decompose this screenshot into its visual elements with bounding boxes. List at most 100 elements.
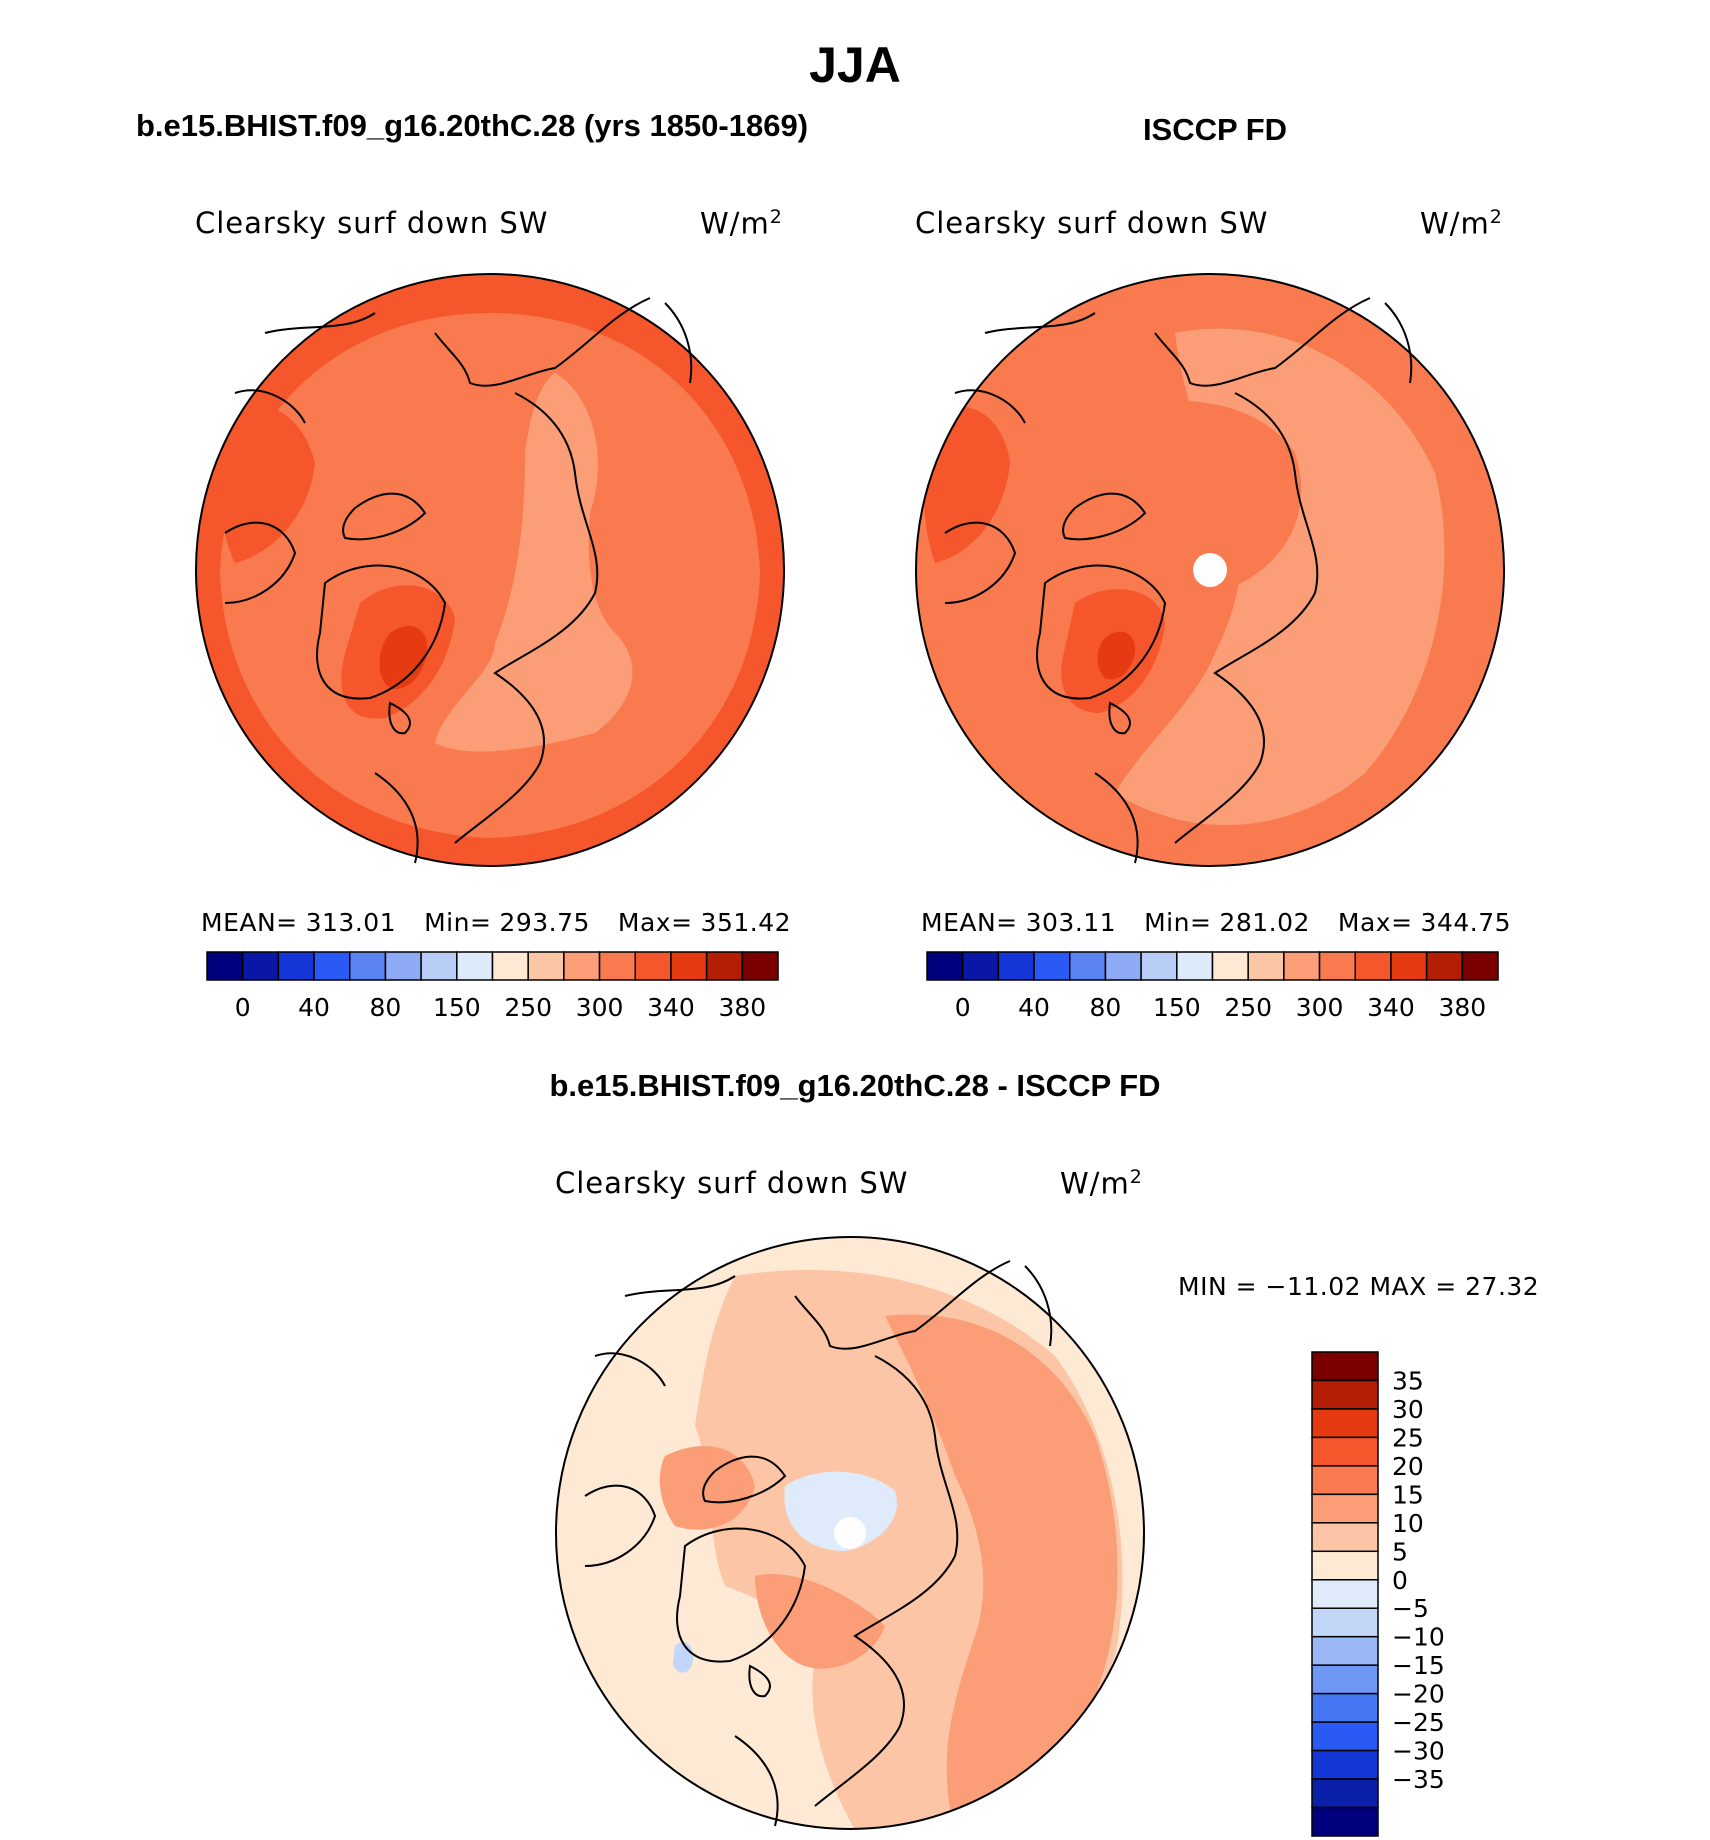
obs-panel-header: ISCCP FD bbox=[1142, 112, 1288, 147]
model-units-label: W/m2 bbox=[700, 206, 783, 241]
obs-units-label: W/m2 bbox=[1420, 206, 1503, 241]
difference-colorbar-segment bbox=[1311, 1493, 1379, 1524]
model-colorbar-segment bbox=[670, 951, 708, 981]
difference-colorbar-tick: −30 bbox=[1392, 1737, 1445, 1766]
difference-colorbar-tick: 20 bbox=[1392, 1452, 1424, 1481]
model-colorbar-segment bbox=[384, 951, 422, 981]
difference-colorbar-segment bbox=[1311, 1351, 1379, 1382]
diff-field-archipelago bbox=[659, 1446, 755, 1530]
difference-colorbar-segment bbox=[1311, 1806, 1379, 1837]
difference-colorbar-tick: 5 bbox=[1392, 1537, 1408, 1566]
difference-colorbar-segment bbox=[1311, 1692, 1379, 1723]
difference-colorbar-segment bbox=[1311, 1664, 1379, 1695]
diff-field-negative-patch bbox=[673, 1641, 694, 1673]
obs-colorbar-tick: 80 bbox=[1090, 993, 1122, 1022]
diff-field-positive-east bbox=[885, 1314, 1118, 1829]
model-colorbar-segment bbox=[527, 951, 565, 981]
model-colorbar-segment bbox=[206, 951, 244, 981]
model-colorbar-segment bbox=[741, 951, 779, 981]
obs-colorbar-segment bbox=[1461, 951, 1499, 981]
model-variable-label: Clearsky surf down SW bbox=[195, 206, 549, 240]
difference-colorbar-tick: −35 bbox=[1392, 1765, 1445, 1794]
difference-colorbar-tick: −15 bbox=[1392, 1651, 1445, 1680]
difference-colorbar-segment bbox=[1311, 1436, 1379, 1467]
model-colorbar-segment bbox=[420, 951, 458, 981]
obs-colorbar-segment bbox=[1354, 951, 1392, 981]
difference-units-label: W/m2 bbox=[1060, 1166, 1143, 1201]
obs-colorbar-tick: 150 bbox=[1153, 993, 1201, 1022]
obs-colorbar-tick: 40 bbox=[1018, 993, 1050, 1022]
model-colorbar-tick: 250 bbox=[504, 993, 552, 1022]
difference-minmax: MIN = −11.02 MAX = 27.32 bbox=[1178, 1272, 1540, 1301]
model-colorbar-segment bbox=[456, 951, 494, 981]
obs-colorbar-tick: 0 bbox=[955, 993, 971, 1022]
obs-colorbar-tick: 250 bbox=[1224, 993, 1272, 1022]
obs-colorbar-segment bbox=[1425, 951, 1464, 981]
model-colorbar-tick: 0 bbox=[235, 993, 251, 1022]
model-colorbar-segment bbox=[598, 951, 636, 981]
difference-colorbar-segment bbox=[1311, 1635, 1379, 1666]
obs-field-pole-core bbox=[1085, 400, 1302, 593]
difference-variable-label: Clearsky surf down SW bbox=[555, 1166, 909, 1200]
obs-colorbar-segment bbox=[997, 951, 1035, 981]
difference-colorbar-tick: 25 bbox=[1392, 1423, 1424, 1452]
difference-colorbar-segment bbox=[1311, 1550, 1379, 1581]
model-colorbar-tick: 340 bbox=[647, 993, 695, 1022]
model-colorbar-tick: 150 bbox=[433, 993, 481, 1022]
model-colorbar-tick: 40 bbox=[298, 993, 330, 1022]
obs-colorbar-segment bbox=[1390, 951, 1428, 981]
model-colorbar-tick: 80 bbox=[370, 993, 402, 1022]
obs-field-eurasia-light bbox=[1115, 328, 1445, 826]
diff-pole-hole bbox=[834, 1517, 866, 1549]
model-colorbar-segment bbox=[705, 951, 744, 981]
obs-colorbar-segment bbox=[926, 951, 964, 981]
difference-colorbar-tick: −20 bbox=[1392, 1680, 1445, 1709]
difference-colorbar-tick: 35 bbox=[1392, 1366, 1424, 1395]
diff-field-positive-patch bbox=[755, 1574, 885, 1669]
model-field-eurasia-light bbox=[435, 373, 633, 752]
obs-polar-map bbox=[915, 273, 1505, 867]
difference-colorbar-tick: 10 bbox=[1392, 1509, 1424, 1538]
difference-header: b.e15.BHIST.f09_g16.20thC.28 - ISCCP FD bbox=[549, 1068, 1161, 1103]
obs-colorbar-segment bbox=[961, 951, 1000, 981]
obs-colorbar: 0 40 80 150 250 300 340 380 bbox=[926, 951, 1499, 1022]
model-colorbar-segment bbox=[634, 951, 672, 981]
obs-colorbar-segment bbox=[1104, 951, 1142, 981]
model-field-greenland-peak bbox=[379, 625, 428, 689]
difference-colorbar-segment bbox=[1311, 1579, 1379, 1609]
obs-colorbar-segment bbox=[1211, 951, 1249, 981]
difference-colorbar-tick: −5 bbox=[1392, 1594, 1429, 1623]
obs-colorbar-segment bbox=[1283, 951, 1321, 981]
obs-colorbar-segment bbox=[1140, 951, 1178, 981]
difference-colorbar-tick: −25 bbox=[1392, 1708, 1445, 1737]
model-colorbar-segment bbox=[349, 951, 387, 981]
difference-polar-map bbox=[555, 1236, 1145, 1830]
difference-colorbar-tick: 15 bbox=[1392, 1480, 1424, 1509]
model-colorbar: 0 40 80 150 250 300 340 380 bbox=[206, 951, 779, 1022]
difference-colorbar-tick: 30 bbox=[1392, 1395, 1424, 1424]
obs-colorbar-tick: 380 bbox=[1438, 993, 1486, 1022]
main-title: JJA bbox=[809, 37, 901, 93]
difference-colorbar-segment bbox=[1311, 1749, 1379, 1780]
difference-colorbar-segment bbox=[1311, 1778, 1379, 1809]
diff-map-border bbox=[555, 1236, 1145, 1830]
difference-colorbar-segment bbox=[1311, 1379, 1379, 1410]
difference-colorbar-segment bbox=[1311, 1465, 1379, 1496]
difference-colorbar-segment bbox=[1311, 1721, 1379, 1752]
obs-colorbar-tick: 300 bbox=[1296, 993, 1344, 1022]
model-panel-header: b.e15.BHIST.f09_g16.20thC.28 (yrs 1850-1… bbox=[136, 108, 809, 143]
obs-colorbar-segment bbox=[1176, 951, 1214, 981]
obs-colorbar-segment bbox=[1069, 951, 1107, 981]
difference-colorbar-tick: 0 bbox=[1392, 1566, 1408, 1595]
difference-colorbar-segment bbox=[1311, 1522, 1379, 1553]
obs-colorbar-tick: 340 bbox=[1367, 993, 1415, 1022]
obs-field-greenland-peak bbox=[1097, 631, 1136, 680]
obs-variable-label: Clearsky surf down SW bbox=[915, 206, 1269, 240]
obs-map-border bbox=[915, 273, 1505, 867]
difference-colorbar-segment bbox=[1311, 1408, 1379, 1439]
obs-colorbar-segment bbox=[1033, 951, 1071, 981]
model-colorbar-tick: 300 bbox=[576, 993, 624, 1022]
model-colorbar-tick: 380 bbox=[718, 993, 766, 1022]
obs-colorbar-segment bbox=[1247, 951, 1285, 981]
diff-field-pole-neutral bbox=[784, 1471, 897, 1551]
